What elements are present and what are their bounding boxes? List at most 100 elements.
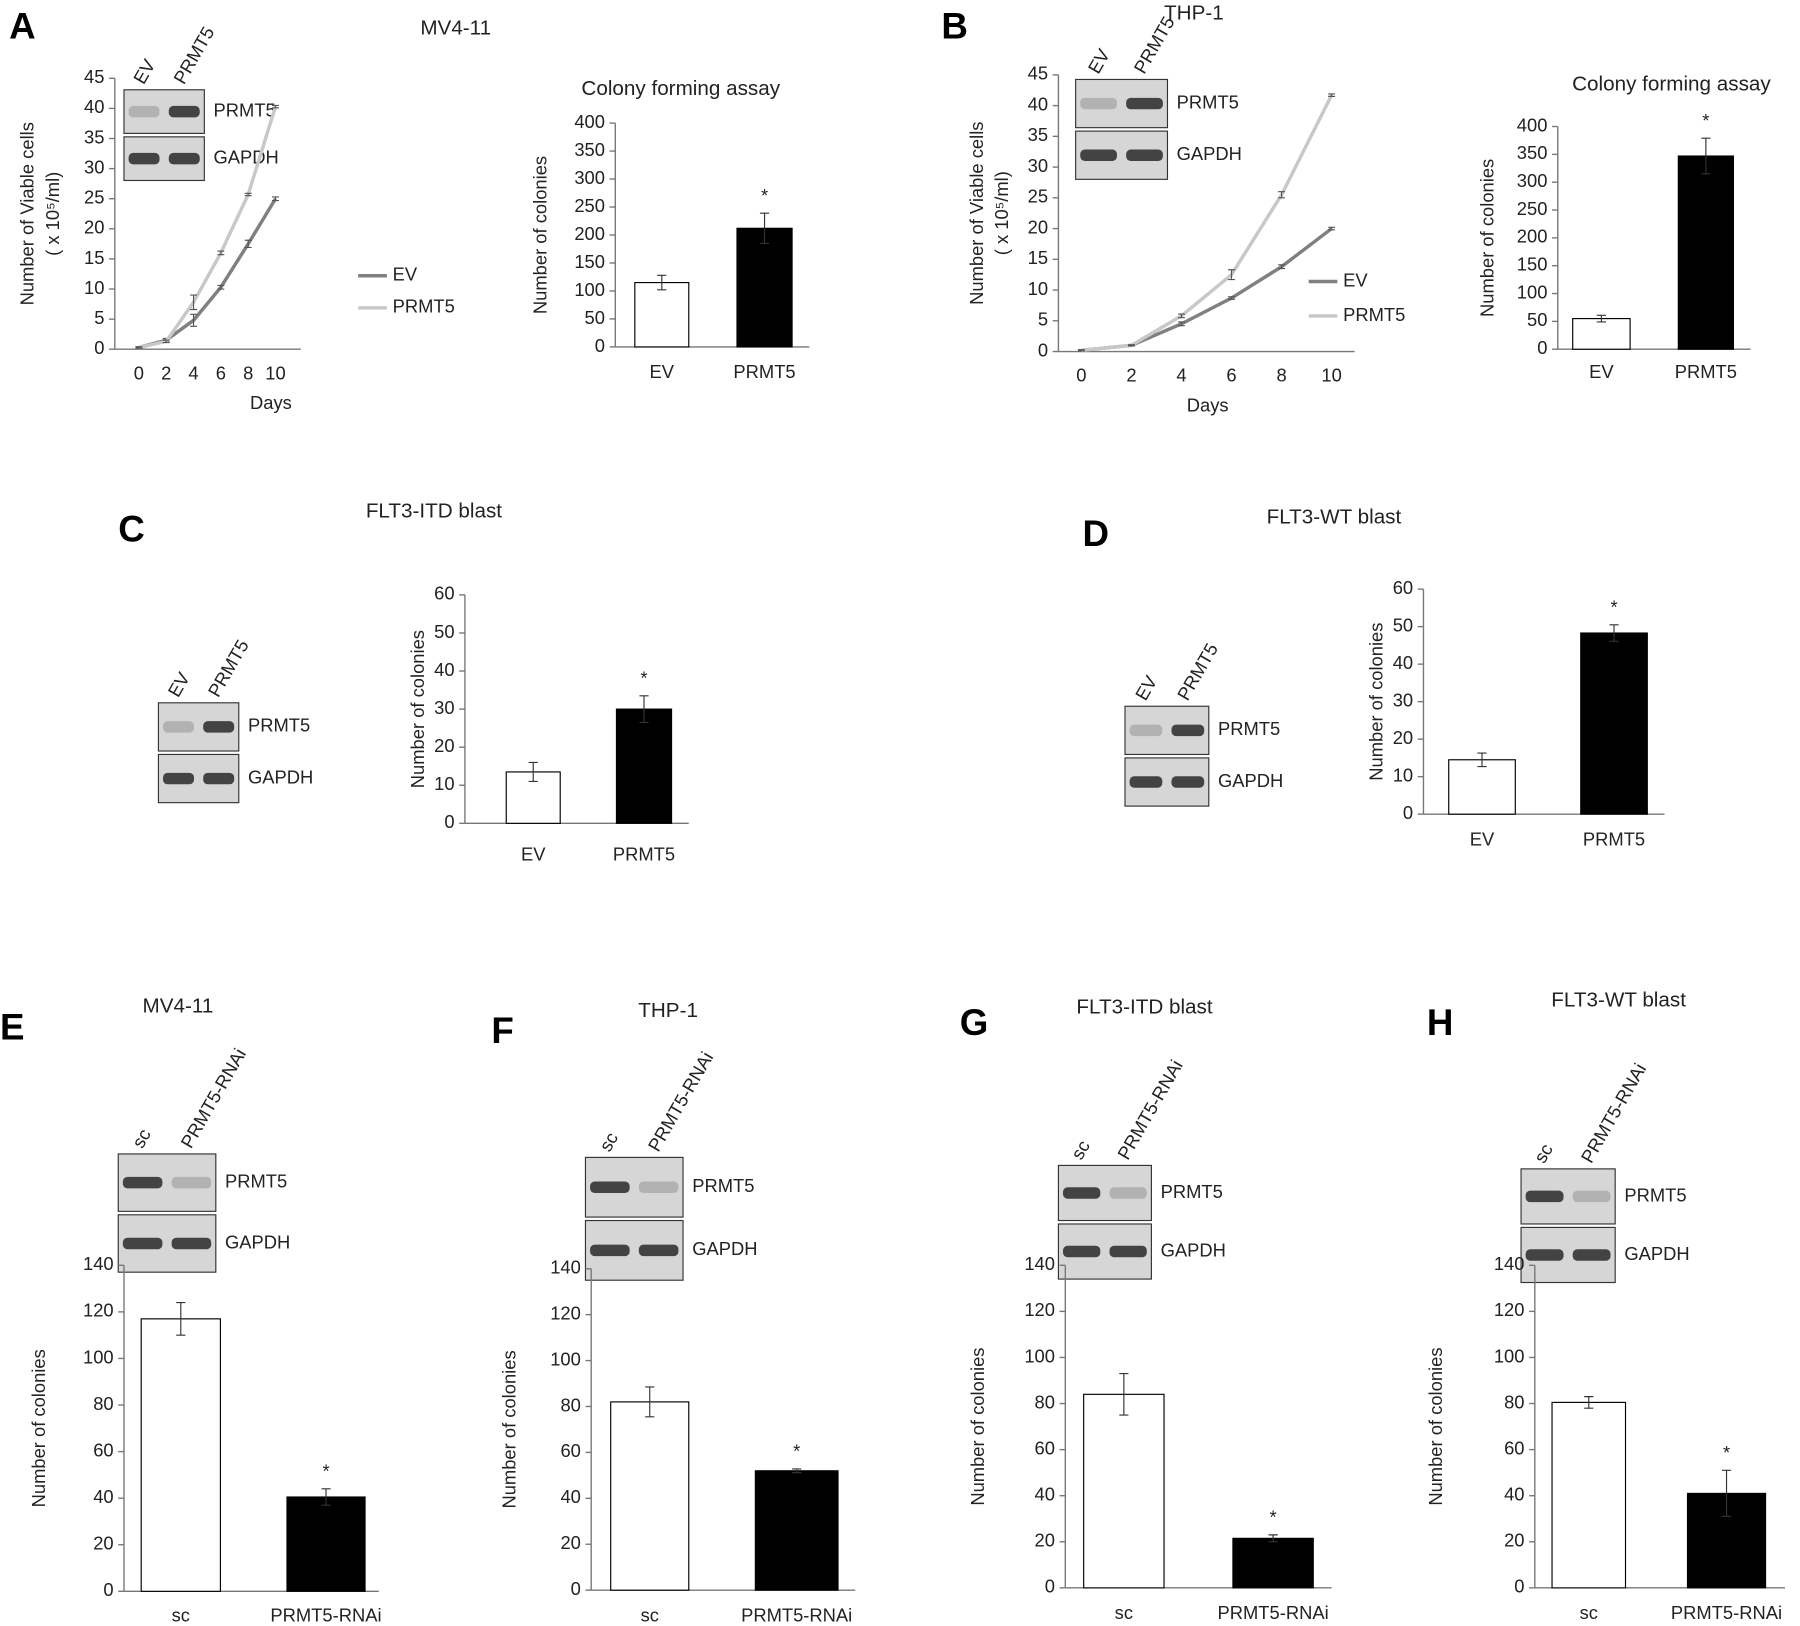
significance: * [1702,110,1709,131]
y-tick-label: 20 [1028,216,1048,237]
lane-label: PRMT5 [169,23,218,87]
bar [736,227,793,348]
y-tick-label: 20 [93,1533,113,1554]
y-tick-label: 40 [560,1486,580,1507]
x-tick-label: 2 [1126,365,1136,386]
x-tick-label: sc [1115,1602,1133,1623]
chart-title: FLT3-ITD blast [1076,996,1212,1019]
x-tick-label: PRMT5-RNAi [1671,1602,1782,1623]
blot-band [1129,776,1163,788]
bar [610,1401,690,1591]
blot-band [590,1181,630,1193]
bar [634,281,690,348]
y-tick-label: 20 [434,735,454,756]
y-tick-label: 40 [1028,93,1048,114]
y-axis-label: Number of colonies [407,630,428,788]
protein-label: GAPDH [692,1238,757,1259]
y-axis-label: ( x 10⁵/ml) [42,172,63,256]
error-bar [272,196,279,202]
y-tick-label: 30 [434,697,454,718]
x-tick-label: PRMT5 [733,361,795,382]
y-axis-label: Number of colonies [499,1350,520,1508]
y-tick-label: 120 [1024,1299,1055,1320]
bar [1232,1537,1314,1589]
x-tick-label: 8 [243,362,253,383]
y-tick-label: 15 [1028,247,1048,268]
bar [1580,632,1648,815]
blot-band [168,152,200,165]
y-tick-label: 40 [1035,1484,1055,1505]
lane-label: sc [1529,1140,1556,1166]
significance: * [640,668,647,689]
y-tick-label: 45 [84,66,104,87]
y-tick-label: 20 [1035,1530,1055,1551]
y-tick-label: 300 [574,167,605,188]
y-tick-label: 25 [84,187,104,208]
lane-label: PRMT5-RNAi [176,1045,250,1152]
y-tick-label: 100 [550,1348,581,1369]
error-bar [1721,1469,1732,1518]
y-tick-label: 60 [93,1439,113,1460]
blot-band [203,721,235,733]
y-tick-label: 40 [84,96,104,117]
chart-title: MV4-11 [143,994,214,1017]
y-tick-label: 20 [560,1532,580,1553]
error-bar [1278,264,1286,270]
x-tick-label: PRMT5-RNAi [741,1604,852,1625]
blot-band [171,1176,212,1189]
y-tick-label: 60 [560,1440,580,1461]
bar [1551,1401,1627,1589]
protein-label: PRMT5 [1161,1181,1223,1202]
y-tick-label: 40 [93,1486,113,1507]
lane-label: PRMT5 [1173,639,1222,703]
blot-band [168,105,200,118]
y-axis-label: Number of colonies [1477,159,1498,317]
y-tick-label: 300 [1517,170,1548,191]
series-line [138,197,277,350]
y-tick-label: 30 [84,156,104,177]
protein-label: PRMT5 [214,99,276,120]
x-tick-label: PRMT5 [613,843,675,864]
blot-band [122,1237,163,1250]
panel-letter: E [0,1007,25,1048]
y-tick-label: 250 [1517,198,1548,219]
legend-label: PRMT5 [393,296,455,317]
y-tick-label: 0 [1514,1576,1524,1597]
chart-title: Colony forming assay [581,77,780,100]
error-bar [217,250,225,256]
x-axis-label: Days [250,392,292,413]
x-tick-label: 8 [1276,365,1286,386]
blot-band [638,1181,679,1193]
y-tick-label: 140 [1024,1253,1055,1274]
blot-band [1572,1249,1611,1261]
error-bar [190,313,197,327]
y-tick-label: 250 [574,195,605,216]
x-tick-label: PRMT5 [1583,828,1645,849]
y-tick-label: 100 [83,1346,114,1367]
y-axis-label: Number of colonies [1425,1347,1446,1505]
y-tick-label: 80 [1035,1391,1055,1412]
panel-letter: F [491,1010,513,1051]
error-bar [657,274,667,291]
significance: * [761,185,768,206]
error-bar [244,239,252,249]
y-tick-label: 20 [84,217,104,238]
significance: * [1610,597,1617,618]
bar [1448,759,1516,815]
error-bar [321,1488,331,1506]
blot-band [1063,1187,1101,1199]
error-bar [1584,1396,1594,1409]
y-tick-label: 50 [1393,614,1413,635]
y-tick-label: 120 [1494,1299,1525,1320]
error-bar [1278,191,1286,199]
y-tick-label: 60 [1035,1437,1055,1458]
error-bar [1228,296,1235,300]
blot-band [1080,149,1117,161]
error-bar [1127,344,1135,347]
y-tick-label: 0 [595,335,605,356]
y-tick-label: 60 [434,583,454,604]
blot-band [1525,1190,1564,1203]
protein-label: GAPDH [1177,143,1242,164]
error-bar [190,294,197,311]
